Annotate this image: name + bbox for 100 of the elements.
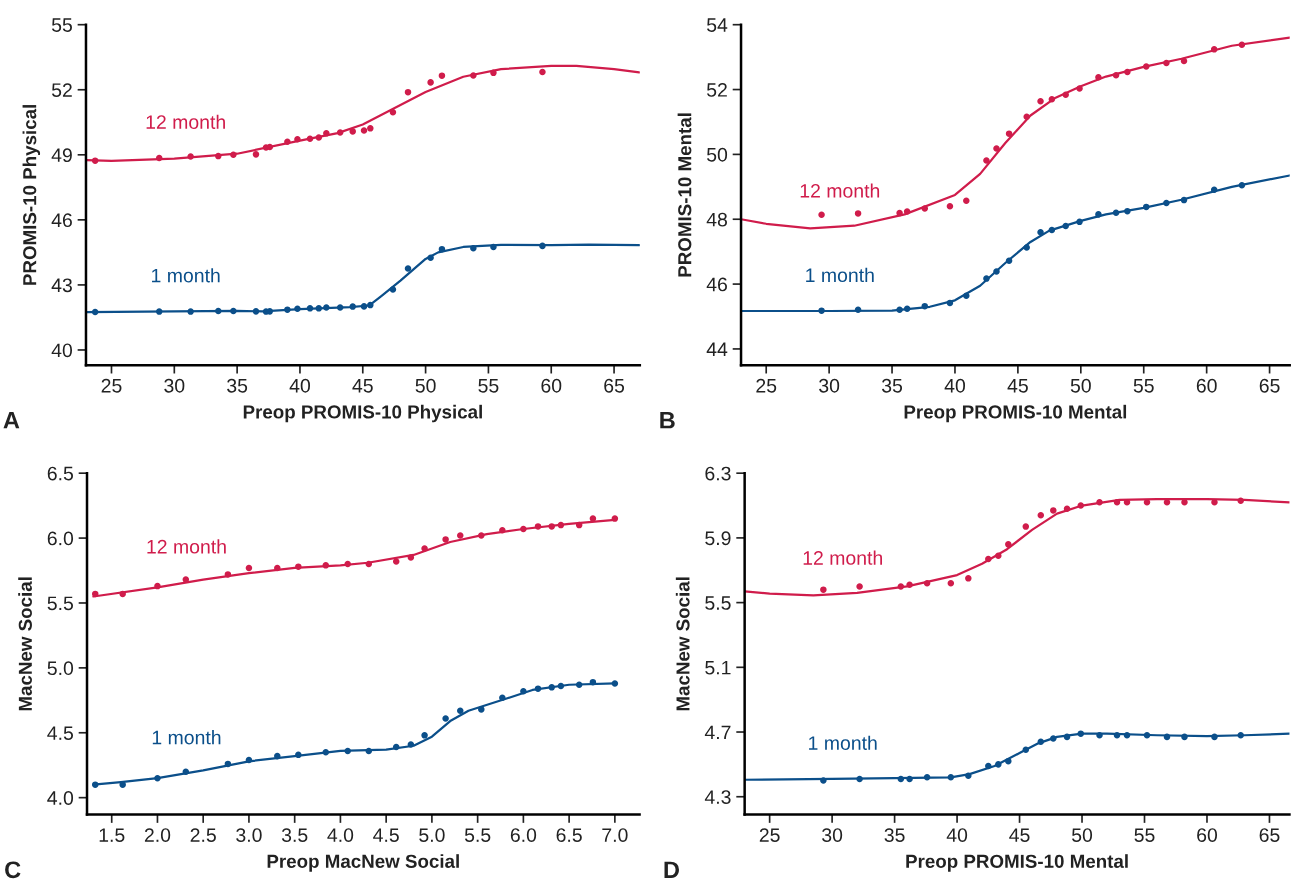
- point: [224, 760, 232, 768]
- point: [1037, 228, 1044, 236]
- point: [1124, 68, 1131, 76]
- point: [427, 79, 434, 86]
- y-tick-label: 4.3: [704, 790, 731, 804]
- point: [252, 151, 260, 158]
- point: [1163, 499, 1171, 506]
- point: [1211, 499, 1218, 506]
- y-tick-label: 6.5: [47, 466, 74, 481]
- y-tick-label: 55: [51, 18, 72, 32]
- point: [306, 135, 314, 143]
- series-label: 12 month: [800, 183, 880, 198]
- point: [1143, 732, 1151, 739]
- x-tick-label: 25: [101, 378, 122, 393]
- x-tick-label: 50: [415, 378, 436, 393]
- point: [274, 564, 281, 572]
- point: [322, 748, 330, 756]
- x-tick-label: 65: [604, 378, 625, 393]
- x-tick-label: 40: [289, 378, 311, 393]
- point: [155, 154, 163, 162]
- point: [946, 203, 954, 210]
- point: [1181, 733, 1188, 741]
- point: [985, 762, 992, 770]
- point: [295, 751, 302, 759]
- series-label: 1 month: [806, 267, 874, 283]
- point: [187, 153, 194, 160]
- point: [367, 125, 374, 132]
- x-tick-label: 4.5: [373, 828, 399, 842]
- point: [1163, 733, 1171, 741]
- point: [921, 205, 929, 212]
- point: [1005, 541, 1012, 548]
- point: [349, 303, 356, 310]
- point: [470, 245, 477, 252]
- point: [983, 157, 990, 164]
- point: [323, 130, 330, 137]
- point: [995, 552, 1002, 559]
- point: [349, 128, 356, 135]
- point: [457, 532, 464, 539]
- y-tick-label: 4.0: [47, 791, 74, 805]
- point: [407, 554, 415, 561]
- x-axis-title: Preop PROMIS-10 Physical: [243, 404, 482, 423]
- y-axis-title: MacNew Social: [675, 577, 690, 711]
- point: [1237, 732, 1244, 739]
- x-tick-label: 35: [227, 378, 248, 393]
- point: [995, 761, 1002, 768]
- x-tick-label: 30: [164, 378, 185, 393]
- x-tick-label: 7.0: [602, 828, 628, 842]
- point: [534, 685, 542, 692]
- point: [1037, 97, 1044, 105]
- series-label: 12 month: [803, 550, 882, 565]
- y-axis-title: PROMIS-10 Mental: [677, 113, 692, 277]
- point: [947, 774, 955, 781]
- x-tick-label: 40: [946, 828, 968, 842]
- point: [520, 525, 527, 533]
- line-series: [85, 64, 640, 162]
- point: [315, 305, 323, 312]
- point: [1238, 181, 1246, 189]
- point: [187, 308, 194, 315]
- series-label: 1 month: [809, 735, 877, 750]
- point: [252, 308, 260, 315]
- y-tick-label: 52: [706, 83, 727, 97]
- line-series: [85, 243, 640, 314]
- point: [1005, 130, 1013, 137]
- point: [266, 308, 274, 315]
- point: [470, 72, 477, 79]
- point: [224, 571, 232, 578]
- point: [921, 302, 929, 310]
- point: [896, 209, 903, 217]
- point: [903, 208, 911, 215]
- y-tick-label: 46: [706, 277, 727, 292]
- point: [365, 747, 373, 755]
- point: [182, 576, 190, 583]
- x-tick-label: 35: [884, 828, 905, 842]
- y-tick-label: 49: [51, 148, 72, 163]
- point: [1096, 732, 1103, 739]
- point: [1123, 499, 1131, 506]
- y-tick-label: 6.3: [705, 466, 731, 481]
- x-axis-title: Preop PROMIS-10 Mental: [904, 404, 1127, 423]
- point: [539, 68, 546, 76]
- point: [407, 741, 415, 748]
- x-tick-label: 6.0: [510, 828, 537, 842]
- point: [1112, 209, 1120, 217]
- point: [315, 134, 323, 141]
- point: [155, 308, 163, 315]
- x-tick-label: 1.5: [99, 828, 125, 842]
- point: [983, 275, 990, 282]
- point: [367, 301, 374, 309]
- point: [1005, 757, 1012, 765]
- point: [478, 706, 485, 713]
- point: [589, 515, 597, 522]
- point: [965, 772, 972, 779]
- x-tick-label: 45: [1007, 379, 1028, 393]
- point: [154, 582, 161, 590]
- x-tick-label: 5.0: [419, 828, 445, 842]
- y-tick-label: 4.5: [47, 726, 74, 740]
- point: [1124, 207, 1131, 215]
- point: [360, 303, 368, 310]
- x-tick-label: 3.5: [281, 828, 308, 842]
- point: [1050, 735, 1057, 742]
- point: [923, 774, 931, 781]
